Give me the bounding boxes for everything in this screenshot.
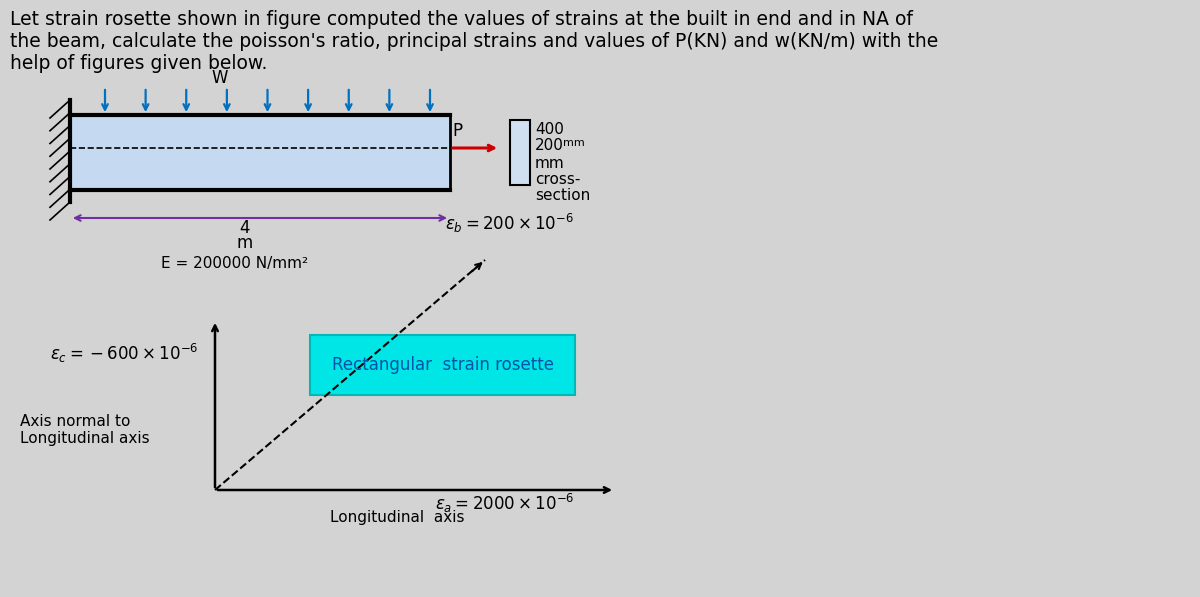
Text: 200: 200 [535,138,564,153]
Text: $\varepsilon_c = -600\times10^{-6}$: $\varepsilon_c = -600\times10^{-6}$ [50,342,198,365]
Text: W: W [211,69,228,87]
Bar [310,335,575,395]
Text: mm: mm [563,138,584,148]
Text: 400: 400 [535,122,564,137]
Text: section: section [535,188,590,203]
Text: Longitudinal  axis: Longitudinal axis [330,510,464,525]
Text: 4: 4 [240,219,251,237]
Text: $\varepsilon_b = 200\times10^{-6}$: $\varepsilon_b = 200\times10^{-6}$ [445,212,574,235]
Text: Axis normal to
Longitudinal axis: Axis normal to Longitudinal axis [20,414,150,446]
Bar [510,120,530,185]
Text: $\varepsilon_a = 2000\times10^{-6}$: $\varepsilon_a = 2000\times10^{-6}$ [436,492,575,515]
Text: P: P [452,122,462,140]
Text: cross-: cross- [535,172,581,187]
Text: mm: mm [535,156,565,171]
Text: Let strain rosette shown in figure computed the values of strains at the built i: Let strain rosette shown in figure compu… [10,10,938,73]
Text: E = 200000 N/mm²: E = 200000 N/mm² [162,256,308,271]
Text: Rectangular  strain rosette: Rectangular strain rosette [331,356,553,374]
Bar [70,115,450,190]
Text: m: m [236,234,253,252]
